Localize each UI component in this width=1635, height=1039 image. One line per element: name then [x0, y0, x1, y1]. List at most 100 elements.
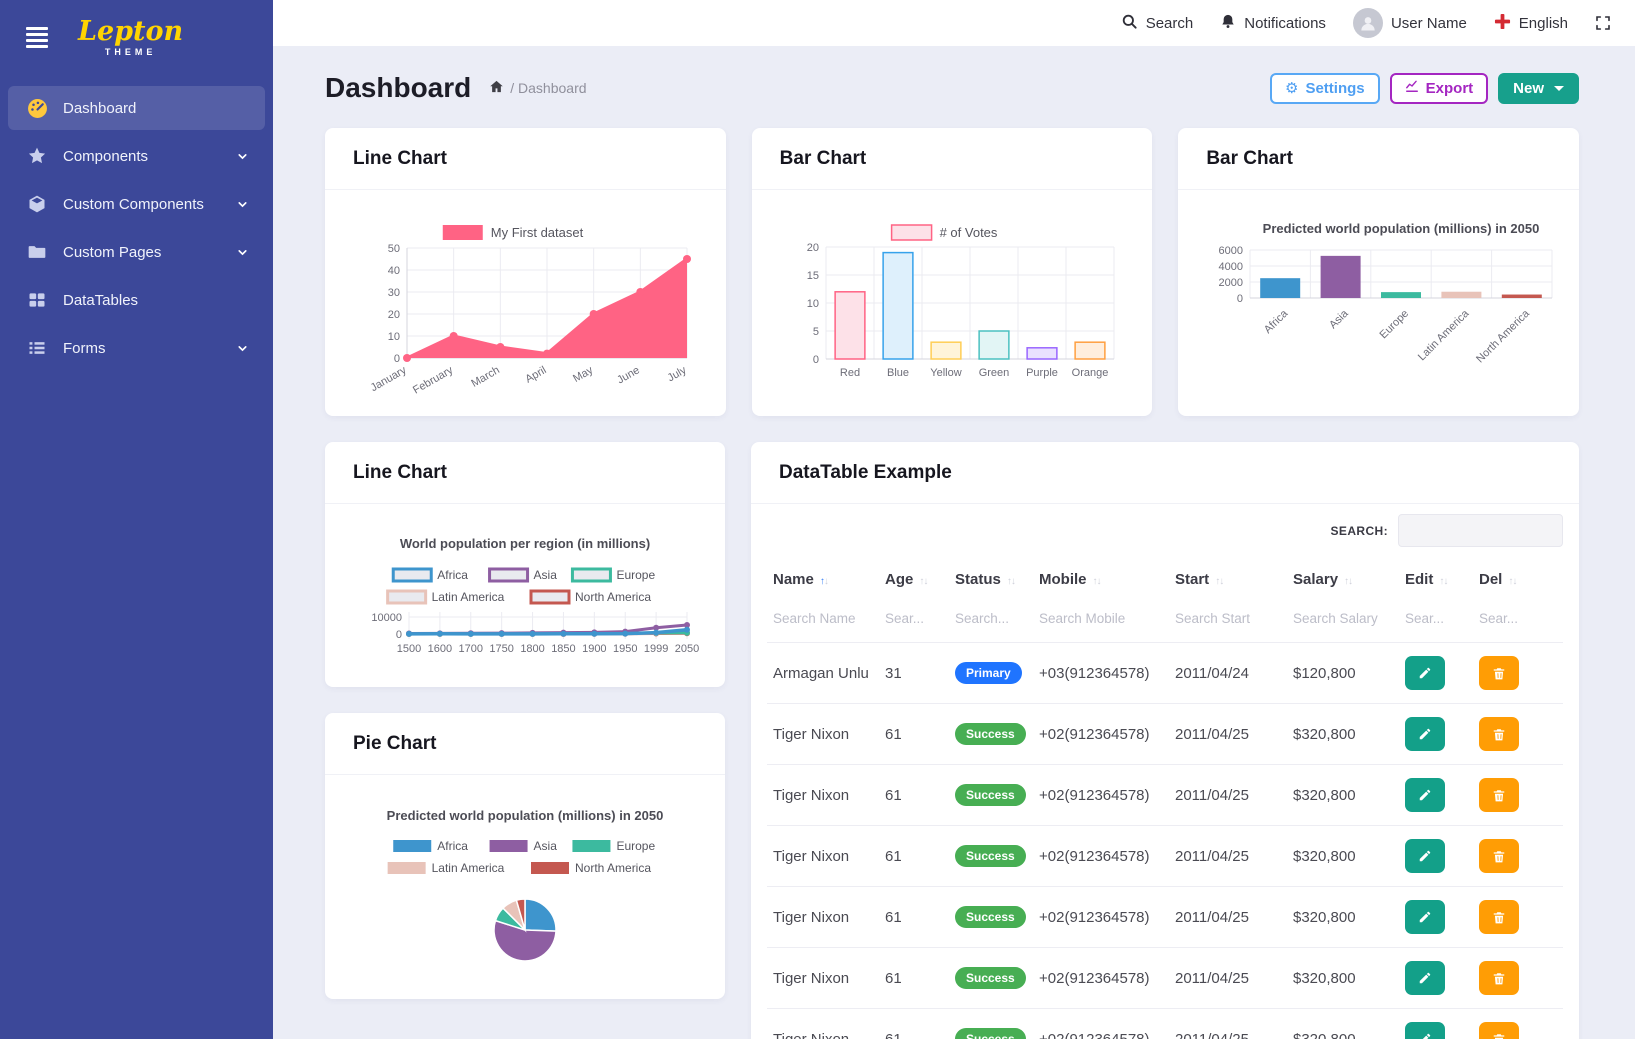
svg-text:2050: 2050	[675, 643, 699, 655]
sidebar-item-custom-components[interactable]: Custom Components	[8, 182, 265, 226]
column-header-del[interactable]: Del ↑↓	[1479, 571, 1517, 588]
cell-edit	[1399, 947, 1473, 1009]
svg-text:Europe: Europe	[1377, 308, 1411, 342]
page-head: Dashboard / Dashboard ⚙ Settings	[325, 66, 1579, 110]
brand-logo[interactable]: Lepton THEME	[78, 18, 183, 57]
sidebar: Lepton THEME Dashboard Components	[0, 0, 273, 1039]
line-chart-card: Line Chart My First dataset 0 10 20 30 40 50 Ja…	[325, 128, 726, 416]
filter-input-name[interactable]	[773, 611, 873, 626]
filter-input-status[interactable]	[955, 611, 1027, 626]
delete-button[interactable]	[1479, 656, 1519, 690]
svg-text:Asia: Asia	[534, 568, 558, 582]
bell-icon	[1220, 13, 1236, 34]
cell-name: Tiger Nixon	[767, 947, 879, 1009]
svg-text:15: 15	[807, 270, 819, 282]
cell-start: 2011/04/25	[1169, 1008, 1287, 1039]
caret-down-icon	[1554, 85, 1564, 91]
bar-chart-population-canvas: Predicted world population (millions) in…	[1178, 190, 1579, 416]
delete-button[interactable]	[1479, 900, 1519, 934]
line-chart-population-card: Line Chart World population per region (…	[325, 442, 725, 687]
sidebar-item-label: Custom Pages	[63, 243, 162, 261]
svg-text:10: 10	[807, 298, 819, 310]
column-header-mobile[interactable]: Mobile ↑↓	[1039, 571, 1102, 588]
card-title: Pie Chart	[353, 732, 437, 754]
fullscreen-icon[interactable]	[1595, 15, 1611, 31]
delete-button[interactable]	[1479, 839, 1519, 873]
svg-text:10: 10	[388, 331, 400, 343]
svg-text:20: 20	[807, 242, 819, 254]
new-button[interactable]: New	[1498, 72, 1579, 104]
status-badge: Success	[955, 723, 1026, 745]
svg-text:1900: 1900	[582, 643, 606, 655]
table-row: Armagan Unlu 31 Primary +03(912364578) 2011/…	[767, 642, 1563, 704]
delete-button[interactable]	[1479, 717, 1519, 751]
svg-text:Europe: Europe	[616, 839, 655, 853]
column-header-start[interactable]: Start ↑↓	[1175, 571, 1224, 588]
delete-button[interactable]	[1479, 778, 1519, 812]
column-header-salary[interactable]: Salary ↑↓	[1293, 571, 1353, 588]
cell-del	[1473, 947, 1563, 1009]
delete-button[interactable]	[1479, 1022, 1519, 1039]
edit-button[interactable]	[1405, 839, 1445, 873]
pie-chart-card: Pie Chart Predicted world population (mi…	[325, 713, 725, 999]
edit-button[interactable]	[1405, 656, 1445, 690]
filter-input-age[interactable]	[885, 611, 943, 626]
edit-button[interactable]	[1405, 1022, 1445, 1039]
sidebar-item-dashboard[interactable]: Dashboard	[8, 86, 265, 130]
svg-text:Asia: Asia	[534, 839, 558, 853]
status-badge: Success	[955, 845, 1026, 867]
sidebar-item-custom-pages[interactable]: Custom Pages	[8, 230, 265, 274]
breadcrumb-current: / Dashboard	[510, 80, 587, 96]
filter-input-del[interactable]	[1479, 611, 1557, 626]
topbar-language[interactable]: English	[1494, 13, 1568, 34]
svg-text:5: 5	[813, 326, 819, 338]
edit-button[interactable]	[1405, 717, 1445, 751]
cell-edit	[1399, 703, 1473, 765]
sidebar-item-forms[interactable]: Forms	[8, 326, 265, 370]
svg-text:Predicted world population (mi: Predicted world population (millions) in…	[1262, 221, 1539, 236]
topbar-search[interactable]: Search	[1121, 13, 1193, 34]
column-header-edit[interactable]: Edit ↑↓	[1405, 571, 1448, 588]
settings-button[interactable]: ⚙ Settings	[1270, 72, 1380, 104]
filter-input-start[interactable]	[1175, 611, 1281, 626]
menu-toggle-icon[interactable]	[26, 26, 48, 48]
avatar	[1352, 8, 1383, 38]
filter-input-salary[interactable]	[1293, 611, 1393, 626]
bar-chart-population-card: Bar Chart Predicted world population (mi…	[1178, 128, 1579, 416]
sidebar-header: Lepton THEME	[0, 0, 273, 74]
svg-text:40: 40	[388, 265, 400, 277]
edit-button[interactable]	[1405, 778, 1445, 812]
column-header-name[interactable]: Name ↑↓	[773, 571, 829, 588]
svg-text:My First dataset: My First dataset	[491, 225, 584, 240]
filter-input-mobile[interactable]	[1039, 611, 1163, 626]
brand-logo-text: Lepton	[78, 15, 184, 47]
breadcrumb[interactable]: / Dashboard	[489, 79, 587, 97]
datatable-search-input[interactable]	[1398, 514, 1563, 547]
chevron-down-icon	[236, 246, 249, 259]
topbar-notifications[interactable]: Notifications	[1220, 13, 1326, 34]
edit-button[interactable]	[1405, 961, 1445, 995]
cube-icon	[26, 193, 48, 215]
cell-status: Success	[949, 947, 1033, 1009]
export-button[interactable]: Export	[1389, 72, 1489, 104]
filter-input-edit[interactable]	[1405, 611, 1467, 626]
svg-text:30: 30	[388, 287, 400, 299]
sidebar-item-datatables[interactable]: DataTables	[8, 278, 265, 322]
svg-text:Yellow: Yellow	[930, 367, 961, 379]
topbar-user[interactable]: User Name	[1352, 8, 1467, 38]
card-title: DataTable Example	[779, 461, 952, 483]
svg-text:0: 0	[1237, 293, 1243, 305]
sidebar-item-components[interactable]: Components	[8, 134, 265, 178]
cell-mobile: +02(912364578)	[1033, 703, 1169, 765]
card-title: Bar Chart	[779, 147, 867, 169]
delete-button[interactable]	[1479, 961, 1519, 995]
column-header-age[interactable]: Age ↑↓	[885, 571, 928, 588]
edit-button[interactable]	[1405, 900, 1445, 934]
svg-text:January: January	[369, 364, 409, 394]
cell-start: 2011/04/24	[1169, 642, 1287, 704]
sort-icon: ↑↓	[1092, 576, 1102, 587]
cell-del	[1473, 764, 1563, 826]
sort-icon: ↑↓	[919, 576, 928, 587]
column-header-status[interactable]: Status ↑↓	[955, 571, 1016, 588]
